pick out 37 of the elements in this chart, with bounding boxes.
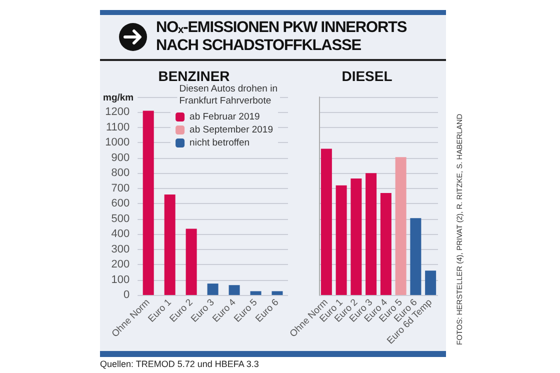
y-tick-label: 700 <box>111 182 130 194</box>
y-tick-label: 500 <box>111 212 130 225</box>
legend-label: ab Februar 2019 <box>190 112 260 122</box>
bar <box>320 148 332 295</box>
bar <box>207 284 218 295</box>
bar <box>366 173 377 295</box>
bar <box>410 218 422 295</box>
bar <box>142 110 154 295</box>
y-tick-label: 900 <box>111 152 130 164</box>
bar <box>425 270 436 295</box>
y-tick-label: 0 <box>123 289 130 301</box>
bar <box>186 228 197 295</box>
bar <box>336 185 347 295</box>
bar <box>228 285 240 295</box>
bar <box>250 291 262 295</box>
y-tick-label: 1200 <box>105 106 130 118</box>
bar <box>164 194 176 295</box>
bar <box>380 192 392 295</box>
y-tick-label: 600 <box>111 198 130 210</box>
y-tick-label: 100 <box>111 274 130 286</box>
y-tick-label: 200 <box>111 258 130 271</box>
legend-label: ab September 2019 <box>190 124 274 136</box>
chart-subtitle: BENZINER <box>158 68 230 84</box>
bar <box>395 157 406 295</box>
legend-title: Diesen Autos drohen in Frankfurt Fahrverbote <box>179 84 278 106</box>
y-tick-label: 400 <box>111 228 130 240</box>
y-tick-label: 1100 <box>106 121 130 134</box>
chart-title: DIESEL <box>342 68 393 84</box>
legend-label: nicht betroffen <box>190 138 250 148</box>
y-tick-label: 300 <box>111 243 130 256</box>
chart-title: NOₓ-EMISSIONEN PKW INNERORTS NACH SCHADSTOFFKLASSE <box>156 19 408 55</box>
source-note: Quellen: TREMOD 5.72 und HBEFA 3.3 <box>100 359 259 369</box>
y-tick-label: 1000 <box>105 136 130 149</box>
bar <box>350 178 362 295</box>
bar <box>272 291 283 295</box>
y-axis-title: mg/km <box>102 92 134 104</box>
y-tick-label: 800 <box>111 167 130 180</box>
